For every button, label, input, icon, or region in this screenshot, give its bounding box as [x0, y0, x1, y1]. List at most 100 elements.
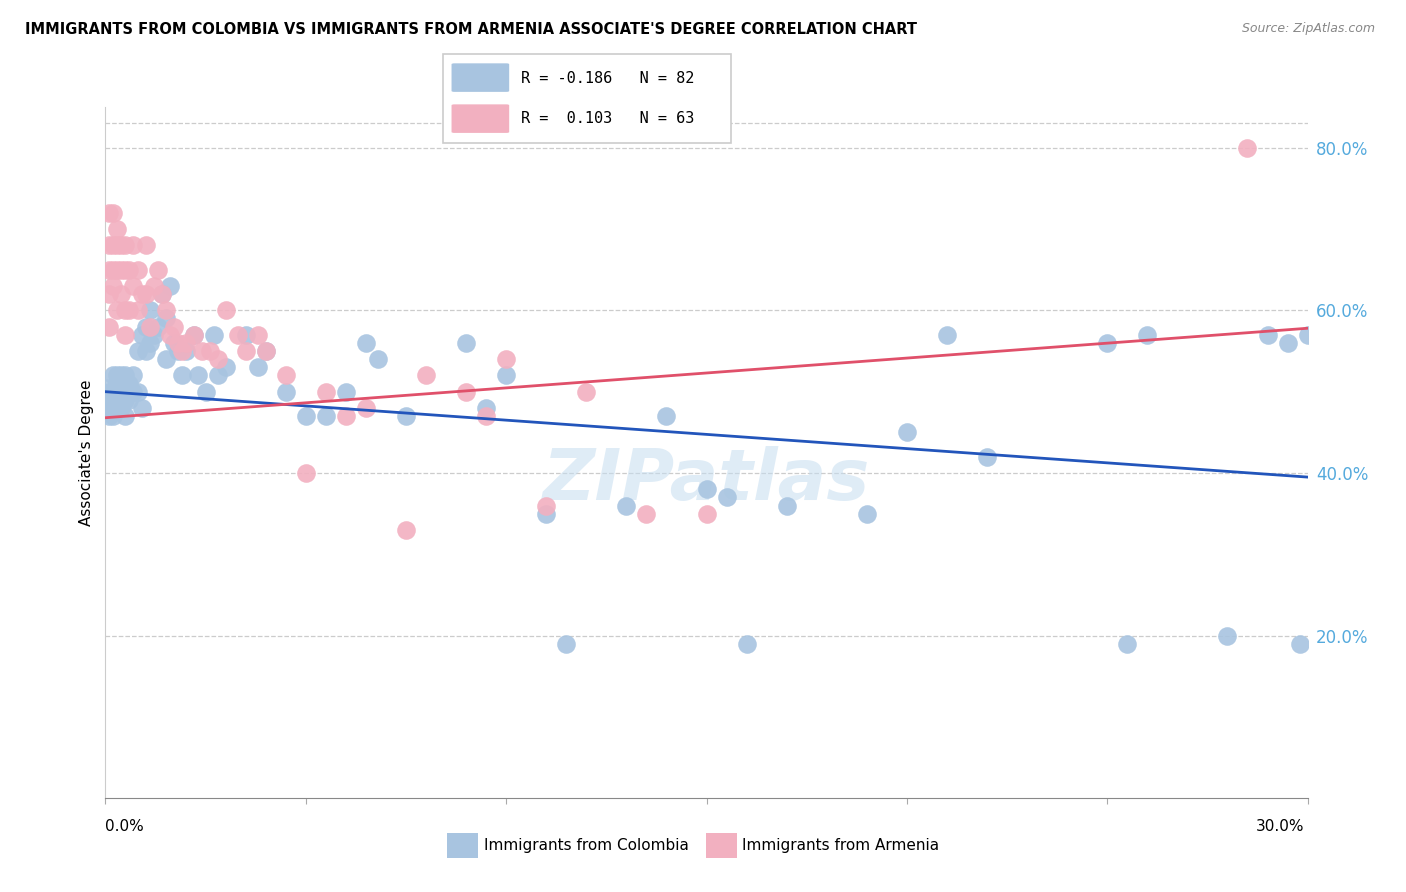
Point: [159, 279, 181, 293]
Point: [110, 376, 132, 391]
Point: [1296, 327, 1319, 342]
Point: [98, 409, 121, 423]
Point: [107, 222, 129, 236]
Text: 0.0%: 0.0%: [105, 820, 145, 834]
Point: [174, 335, 197, 350]
Point: [98, 392, 121, 407]
FancyBboxPatch shape: [451, 63, 509, 92]
Point: [207, 368, 229, 383]
Point: [98, 238, 121, 252]
Point: [131, 287, 153, 301]
Point: [103, 238, 125, 252]
Point: [1116, 637, 1139, 651]
Point: [122, 279, 145, 293]
Point: [936, 327, 959, 342]
Point: [354, 401, 377, 415]
Point: [155, 311, 177, 326]
Point: [855, 507, 877, 521]
Point: [174, 344, 197, 359]
Point: [122, 368, 145, 383]
Point: [395, 523, 418, 537]
Point: [103, 384, 125, 399]
Point: [274, 384, 297, 399]
Point: [367, 352, 389, 367]
Point: [103, 368, 125, 383]
Point: [107, 401, 129, 415]
Point: [114, 384, 136, 399]
Point: [135, 319, 157, 334]
Point: [110, 287, 132, 301]
Point: [118, 392, 141, 407]
Point: [107, 262, 129, 277]
Point: [135, 238, 157, 252]
Point: [226, 327, 249, 342]
Point: [159, 327, 181, 342]
Point: [534, 499, 557, 513]
Text: Immigrants from Colombia: Immigrants from Colombia: [484, 838, 689, 853]
Point: [696, 483, 718, 497]
Point: [110, 401, 132, 415]
Point: [415, 368, 437, 383]
Point: [315, 384, 337, 399]
Point: [1257, 327, 1279, 342]
Point: [616, 499, 638, 513]
FancyBboxPatch shape: [451, 104, 509, 133]
Point: [127, 303, 149, 318]
Point: [155, 303, 177, 318]
Point: [110, 262, 132, 277]
Point: [555, 637, 578, 651]
Point: [1097, 335, 1119, 350]
Point: [107, 303, 129, 318]
Point: [114, 262, 136, 277]
Text: Source: ZipAtlas.com: Source: ZipAtlas.com: [1241, 22, 1375, 36]
Point: [395, 409, 418, 423]
FancyBboxPatch shape: [443, 54, 731, 143]
Point: [166, 344, 188, 359]
Point: [107, 392, 129, 407]
Point: [776, 499, 799, 513]
Point: [110, 368, 132, 383]
Point: [162, 335, 184, 350]
Point: [150, 287, 173, 301]
Point: [235, 327, 257, 342]
Point: [454, 335, 477, 350]
Point: [103, 206, 125, 220]
Point: [114, 409, 136, 423]
Point: [1236, 141, 1258, 155]
Point: [138, 303, 160, 318]
Point: [114, 303, 136, 318]
Point: [295, 409, 318, 423]
Point: [202, 327, 225, 342]
Point: [235, 344, 257, 359]
Point: [114, 238, 136, 252]
Point: [103, 262, 125, 277]
Point: [1288, 637, 1310, 651]
Point: [110, 384, 132, 399]
Point: [354, 335, 377, 350]
Point: [716, 491, 738, 505]
Point: [103, 279, 125, 293]
Point: [103, 409, 125, 423]
Point: [135, 344, 157, 359]
Point: [254, 344, 277, 359]
Point: [131, 401, 153, 415]
Point: [246, 327, 269, 342]
Point: [107, 368, 129, 383]
Point: [107, 376, 129, 391]
Point: [142, 327, 165, 342]
Point: [194, 384, 217, 399]
Point: [495, 352, 517, 367]
Point: [475, 401, 498, 415]
Point: [114, 368, 136, 383]
Point: [107, 384, 129, 399]
Text: IMMIGRANTS FROM COLOMBIA VS IMMIGRANTS FROM ARMENIA ASSOCIATE'S DEGREE CORRELATI: IMMIGRANTS FROM COLOMBIA VS IMMIGRANTS F…: [25, 22, 917, 37]
Point: [254, 344, 277, 359]
Point: [295, 466, 318, 480]
Point: [96, 389, 118, 403]
Point: [198, 344, 221, 359]
Point: [127, 344, 149, 359]
Point: [98, 262, 121, 277]
Point: [475, 409, 498, 423]
Point: [98, 206, 121, 220]
Point: [274, 368, 297, 383]
